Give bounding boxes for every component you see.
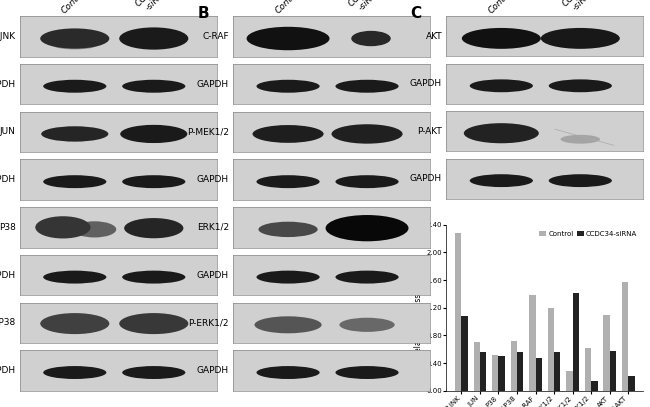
Bar	[584, 348, 591, 391]
Bar	[473, 342, 480, 391]
Y-axis label: Relative Expression Ratio: Relative Expression Ratio	[414, 259, 423, 357]
Ellipse shape	[257, 366, 320, 379]
Ellipse shape	[560, 135, 600, 144]
Ellipse shape	[549, 174, 612, 187]
Bar	[536, 357, 542, 391]
Text: CCDC34
-siRNA: CCDC34 -siRNA	[347, 0, 387, 15]
Text: ERK1/2: ERK1/2	[197, 223, 229, 232]
Text: P-AKT: P-AKT	[417, 127, 442, 136]
Ellipse shape	[332, 124, 402, 144]
Bar	[554, 352, 560, 391]
Bar	[492, 355, 499, 391]
Text: GAPDH: GAPDH	[197, 175, 229, 184]
Ellipse shape	[43, 175, 107, 188]
Bar	[510, 341, 517, 391]
Text: B: B	[197, 6, 209, 21]
Ellipse shape	[124, 218, 183, 238]
Text: GAPDH: GAPDH	[0, 271, 16, 280]
Ellipse shape	[462, 28, 541, 49]
Text: GAPDH: GAPDH	[197, 366, 229, 375]
Text: JUN: JUN	[0, 127, 16, 136]
Text: P38: P38	[0, 223, 16, 232]
Ellipse shape	[53, 42, 96, 49]
Ellipse shape	[351, 31, 391, 46]
Text: GAPDH: GAPDH	[410, 174, 442, 183]
Ellipse shape	[119, 313, 188, 334]
Text: C-RAF: C-RAF	[202, 32, 229, 41]
Ellipse shape	[43, 366, 107, 379]
Text: GAPDH: GAPDH	[197, 80, 229, 89]
Ellipse shape	[259, 222, 318, 237]
Ellipse shape	[122, 271, 185, 284]
Bar	[566, 371, 573, 391]
Bar	[573, 293, 579, 391]
Ellipse shape	[35, 216, 90, 239]
Bar	[480, 352, 486, 391]
Ellipse shape	[122, 80, 185, 93]
Ellipse shape	[257, 271, 320, 284]
Ellipse shape	[73, 221, 116, 237]
Bar	[455, 233, 461, 391]
Ellipse shape	[255, 316, 322, 333]
Ellipse shape	[120, 125, 187, 143]
Bar	[499, 356, 505, 391]
Ellipse shape	[246, 27, 330, 50]
Ellipse shape	[470, 79, 533, 92]
Text: GAPDH: GAPDH	[0, 80, 16, 89]
Ellipse shape	[40, 28, 109, 48]
Text: Control: Control	[60, 0, 90, 15]
Ellipse shape	[335, 366, 398, 379]
Ellipse shape	[541, 28, 620, 49]
Text: GAPDH: GAPDH	[0, 175, 16, 184]
Bar	[591, 381, 597, 391]
Bar	[547, 308, 554, 391]
Ellipse shape	[326, 215, 408, 241]
Ellipse shape	[41, 126, 109, 142]
Ellipse shape	[335, 80, 398, 93]
Text: P-MEK1/2: P-MEK1/2	[187, 127, 229, 136]
Ellipse shape	[252, 125, 324, 143]
Text: GAPDH: GAPDH	[0, 366, 16, 375]
Bar	[603, 315, 610, 391]
Text: GAPDH: GAPDH	[197, 271, 229, 280]
Text: P-JNK: P-JNK	[0, 32, 16, 41]
Ellipse shape	[549, 79, 612, 92]
Bar	[621, 282, 628, 391]
Ellipse shape	[335, 175, 398, 188]
Ellipse shape	[122, 366, 185, 379]
Ellipse shape	[43, 271, 107, 284]
Ellipse shape	[335, 271, 398, 284]
Legend: Control, CCDC34-siRNA: Control, CCDC34-siRNA	[536, 228, 640, 240]
Text: CCDC34
-siRNA: CCDC34 -siRNA	[134, 0, 174, 15]
Ellipse shape	[119, 27, 188, 50]
Ellipse shape	[257, 80, 320, 93]
Ellipse shape	[43, 80, 107, 93]
Ellipse shape	[339, 318, 395, 332]
Text: C: C	[411, 6, 422, 21]
Ellipse shape	[40, 313, 109, 334]
Bar	[610, 351, 616, 391]
Bar	[517, 352, 523, 391]
Text: AKT: AKT	[426, 32, 442, 41]
Bar	[462, 316, 468, 391]
Bar	[529, 295, 536, 391]
Text: Control: Control	[487, 0, 516, 15]
Text: CCDC34
-siRNA: CCDC34 -siRNA	[560, 0, 601, 15]
Ellipse shape	[464, 123, 539, 143]
Text: P-ERK1/2: P-ERK1/2	[188, 318, 229, 327]
Ellipse shape	[257, 175, 320, 188]
Bar	[628, 376, 634, 391]
Text: GAPDH: GAPDH	[410, 79, 442, 88]
Ellipse shape	[122, 175, 185, 188]
Text: Control: Control	[273, 0, 303, 15]
Ellipse shape	[470, 174, 533, 187]
Text: P-P38: P-P38	[0, 318, 16, 327]
